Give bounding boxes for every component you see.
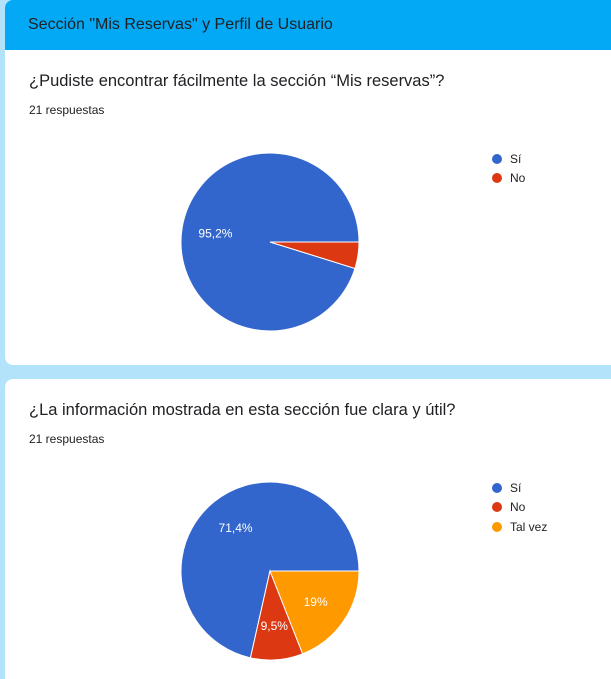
legend-label: No bbox=[510, 171, 526, 186]
response-count: 21 respuestas bbox=[29, 432, 105, 446]
question-card-1: ¿Pudiste encontrar fácilmente la sección… bbox=[5, 50, 611, 365]
legend-label: No bbox=[510, 500, 526, 515]
legend-label: Tal vez bbox=[510, 519, 548, 534]
chart-legend: Sí No bbox=[492, 149, 525, 188]
legend-item-no: No bbox=[492, 169, 525, 189]
legend-item-si: Sí bbox=[492, 478, 547, 498]
chart-legend: Sí No Tal vez bbox=[492, 478, 547, 537]
legend-swatch bbox=[492, 521, 502, 532]
slice-label-no: 9,5% bbox=[261, 619, 289, 633]
pie-slice-no bbox=[269, 241, 360, 270]
slice-label-si: 71,4% bbox=[219, 521, 253, 535]
slice-label-si: 95,2% bbox=[198, 227, 232, 241]
response-count: 21 respuestas bbox=[29, 103, 105, 117]
section-title: Sección "Mis Reservas" y Perfil de Usuar… bbox=[28, 16, 333, 33]
legend-item-no: No bbox=[492, 498, 547, 518]
legend-swatch bbox=[492, 482, 502, 493]
legend-swatch bbox=[492, 502, 502, 513]
legend-label: Sí bbox=[510, 151, 522, 166]
slice-label-tal-vez: 19% bbox=[304, 595, 328, 609]
legend-item-tal-vez: Tal vez bbox=[492, 517, 547, 537]
section-header: Sección "Mis Reservas" y Perfil de Usuar… bbox=[5, 0, 611, 50]
pie-slice-tal-vez bbox=[269, 570, 360, 655]
pie-chart: 95,2% bbox=[180, 152, 360, 332]
legend-swatch bbox=[492, 153, 502, 164]
question-title: ¿Pudiste encontrar fácilmente la sección… bbox=[29, 72, 445, 90]
legend-item-si: Sí bbox=[492, 149, 525, 169]
pie-chart: 71,4% 9,5% 19% bbox=[180, 481, 360, 661]
question-card-2: ¿La información mostrada en esta sección… bbox=[5, 379, 611, 679]
legend-label: Sí bbox=[510, 480, 522, 495]
legend-swatch bbox=[492, 173, 502, 184]
question-title: ¿La información mostrada en esta sección… bbox=[29, 401, 456, 419]
